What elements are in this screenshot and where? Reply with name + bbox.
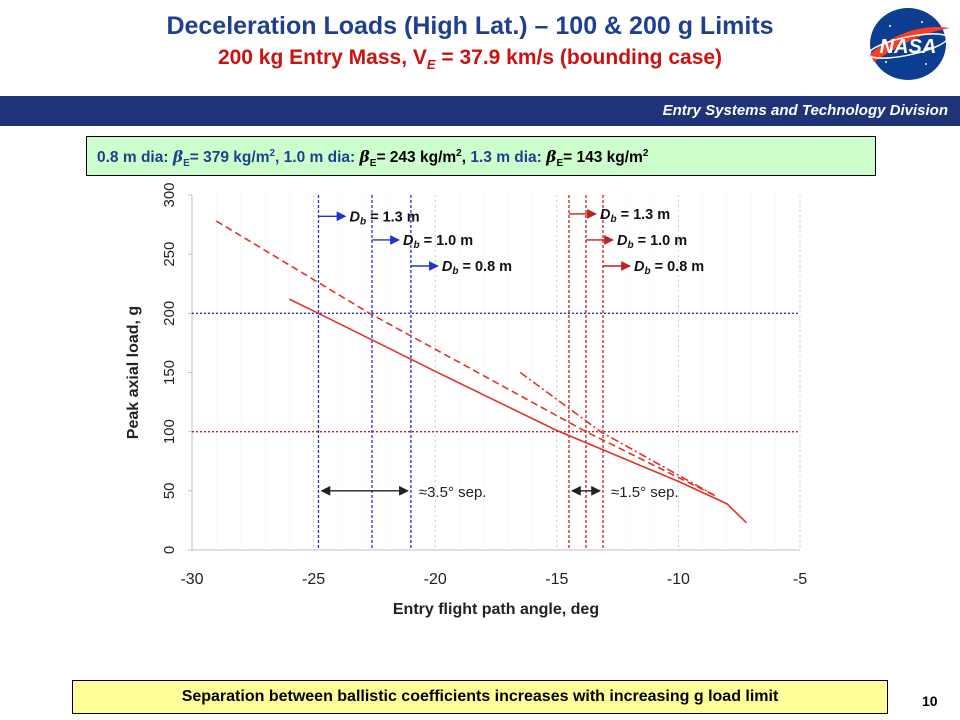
- legend-entry-10: 1.0 m dia: βE= 243 kg/m2,: [283, 147, 471, 170]
- db-value: = 1.0 m: [420, 233, 474, 249]
- x-tick-label: -30: [180, 571, 203, 588]
- y-tick-label: 200: [161, 301, 178, 326]
- db-symbol: D: [403, 233, 414, 249]
- y-tick-label: 100: [161, 419, 178, 444]
- x-tick-label: -15: [545, 571, 568, 588]
- db-label: Db = 1.0 m: [403, 233, 473, 251]
- db-label: Db = 0.8 m: [634, 259, 704, 277]
- db-subscript: b: [413, 240, 419, 251]
- db-symbol: D: [617, 233, 628, 249]
- y-tick-label: 50: [161, 482, 178, 499]
- ballistic-coefficient-legend: 0.8 m dia: βE= 379 kg/m2, 1.0 m dia: βE=…: [86, 136, 876, 176]
- conclusion-box: Separation between ballistic coefficient…: [72, 680, 888, 714]
- slide-subtitle: 200 kg Entry Mass, VE = 37.9 km/s (bound…: [217, 46, 723, 73]
- db-symbol: D: [634, 259, 645, 275]
- separation-label: ≈3.5° sep.: [419, 484, 487, 501]
- y-tick-label: 300: [161, 182, 178, 207]
- db-subscript: b: [627, 240, 633, 251]
- division-name: Entry Systems and Technology Division: [662, 102, 948, 119]
- db-value: = 1.3 m: [617, 207, 671, 223]
- deceleration-chart: 0 50 100 150 200 250 300 -30 -25 -20 -15 -10 -5 Entry…: [125, 182, 807, 618]
- y-tick-label: 250: [161, 242, 178, 267]
- x-tick-label: -20: [424, 571, 447, 588]
- db-value: = 0.8 m: [651, 259, 705, 275]
- db-subscript: b: [452, 266, 458, 277]
- db-symbol: D: [349, 209, 360, 225]
- db-value: = 1.0 m: [634, 233, 688, 249]
- y-tick-label: 0: [161, 546, 178, 554]
- series-line: [215, 220, 716, 497]
- db-label: Db = 1.3 m: [349, 209, 419, 227]
- db-label: Db = 1.3 m: [600, 207, 670, 225]
- nasa-logo-icon: NASA: [868, 8, 950, 80]
- db-value: = 1.3 m: [366, 209, 420, 225]
- legend-entry-08: 0.8 m dia: βE= 379 kg/m2,: [97, 147, 284, 170]
- db-subscript: b: [610, 214, 616, 225]
- db-value: = 0.8 m: [458, 259, 512, 275]
- slide-title: Deceleration Loads (High Lat.) – 100 & 2…: [166, 12, 774, 40]
- db-label: Db = 1.0 m: [617, 233, 687, 251]
- db-symbol: D: [600, 207, 611, 223]
- x-tick-label: -5: [793, 571, 807, 588]
- y-tick-label: 150: [161, 360, 178, 385]
- logo-text: NASA: [880, 36, 937, 58]
- series-line: [288, 298, 748, 524]
- page-number: 10: [922, 693, 938, 709]
- division-band: Entry Systems and Technology Division: [0, 96, 960, 126]
- x-tick-label: -10: [667, 571, 690, 588]
- db-label: Db = 0.8 m: [442, 259, 512, 277]
- x-tick-label: -25: [302, 571, 325, 588]
- separation-label: ≈1.5° sep.: [611, 484, 679, 501]
- db-subscript: b: [360, 216, 366, 227]
- db-symbol: D: [442, 259, 453, 275]
- db-subscript: b: [644, 266, 650, 277]
- legend-entry-13: 1.3 m dia: βE= 143 kg/m2: [470, 147, 649, 170]
- series-line: [519, 371, 716, 497]
- x-axis-label: Entry flight path angle, deg: [393, 601, 599, 618]
- y-axis-label: Peak axial load, g: [125, 306, 142, 439]
